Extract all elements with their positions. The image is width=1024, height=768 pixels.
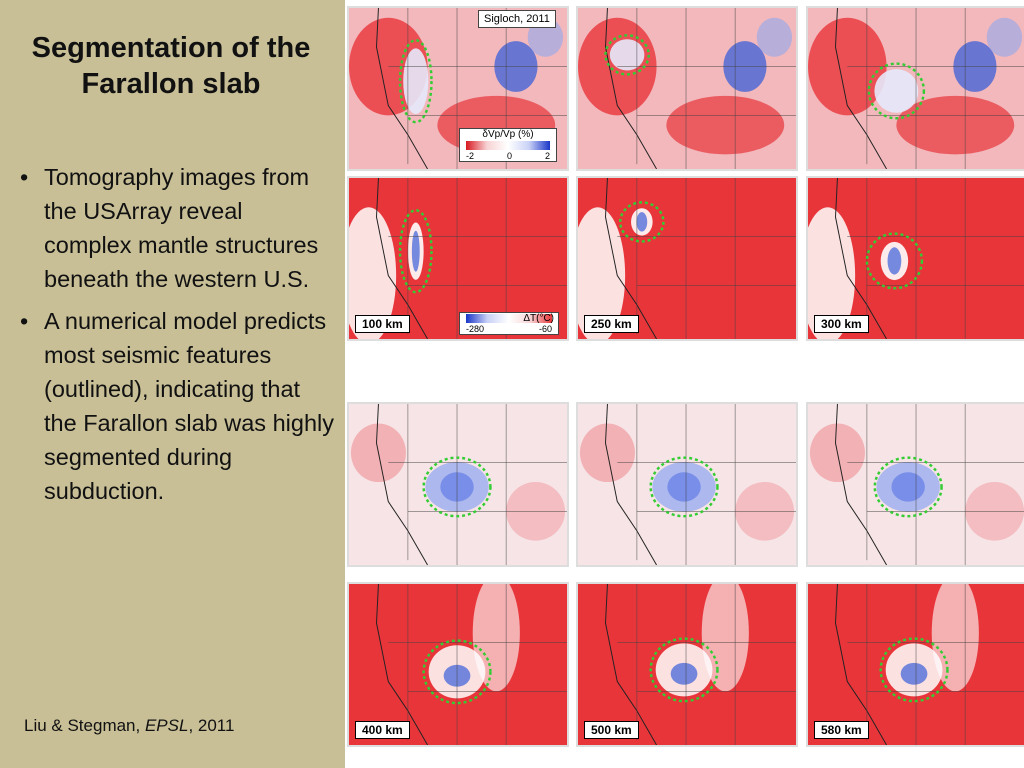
- coastline: [605, 584, 657, 745]
- bullet-list: • Tomography images from the USArray reve…: [14, 160, 334, 516]
- anomaly-blob: [403, 48, 429, 114]
- bullet-item: • A numerical model predicts most seismic…: [14, 304, 334, 508]
- credit-label: Sigloch, 2011: [478, 10, 556, 28]
- anomaly-blob: [808, 207, 856, 339]
- anomaly-blob: [931, 584, 979, 692]
- bullet-text: Tomography images from the USArray revea…: [44, 164, 319, 292]
- slab-outline: [422, 456, 492, 518]
- depth-label: 250 km: [584, 315, 639, 333]
- map-panel: [806, 402, 1024, 567]
- slab-outline: [865, 232, 924, 290]
- coastline: [376, 178, 428, 339]
- coastline: [605, 178, 657, 339]
- citation: Liu & Stegman, EPSL, 2011: [24, 716, 234, 736]
- coastline: [605, 404, 657, 565]
- map-panel: 400 km: [347, 582, 569, 747]
- colorbar-tick: 2: [544, 151, 550, 161]
- colorbar-title: δVp/Vp (%): [482, 129, 534, 140]
- map-panel: 250 km: [576, 176, 798, 341]
- coastline: [835, 404, 887, 565]
- bullet-text: A numerical model predicts most seismic …: [44, 308, 334, 504]
- slide-title: Segmentation of the Farallon slab: [31, 32, 311, 100]
- anomaly-blob: [666, 95, 785, 155]
- coastline: [835, 8, 887, 169]
- anomaly-blob: [986, 17, 1023, 57]
- colorbar-tick: -2: [466, 151, 475, 161]
- depth-label: 400 km: [355, 721, 410, 739]
- anomaly-blob: [896, 95, 1015, 155]
- citation-authors: Liu & Stegman,: [24, 716, 145, 735]
- anomaly-blob: [349, 207, 397, 339]
- colorbar-gradient: [466, 314, 552, 323]
- coastline: [605, 8, 657, 169]
- map-image: [578, 178, 796, 339]
- coastline: [376, 8, 428, 169]
- coastline: [376, 584, 428, 745]
- map-image: [578, 404, 796, 565]
- slab-outline: [649, 456, 719, 518]
- map-image: [349, 404, 567, 565]
- anomaly-blob: [667, 472, 701, 502]
- colorbar-tick: -60: [538, 324, 552, 334]
- colorbar-ticks: -2 0 2: [460, 151, 556, 161]
- figure-gap: [345, 352, 1024, 397]
- slab-outline: [867, 62, 926, 120]
- anomaly-blob: [701, 584, 749, 692]
- map-image: [808, 8, 1024, 169]
- map-panel: [806, 6, 1024, 171]
- bullet-dot-icon: •: [20, 164, 29, 190]
- depth-label: 300 km: [814, 315, 869, 333]
- depth-label: 580 km: [814, 721, 869, 739]
- anomaly-blob: [411, 230, 420, 272]
- map-panel: 500 km: [576, 582, 798, 747]
- anomaly-blob: [472, 584, 520, 692]
- colorbar-title: ΔT(°C): [523, 313, 554, 324]
- tomo-colorbar: δVp/Vp (%) -2 0 2: [459, 128, 557, 162]
- map-image: [808, 584, 1024, 745]
- anomaly-blob: [891, 472, 925, 502]
- bullet-item: • Tomography images from the USArray reve…: [14, 160, 334, 296]
- map-image: [808, 178, 1024, 339]
- map-panel: [347, 402, 569, 567]
- slab-outline: [398, 208, 433, 294]
- anomaly-blob: [900, 662, 928, 685]
- slab-outline: [873, 456, 943, 518]
- anomaly-blob: [874, 69, 919, 113]
- map-image: [578, 584, 796, 745]
- model-colorbar: -280 -60 ΔT(°C): [459, 312, 559, 335]
- anomaly-blob: [756, 17, 793, 57]
- anomaly-blob: [670, 662, 698, 685]
- map-panel: [576, 6, 798, 171]
- depth-label: 500 km: [584, 721, 639, 739]
- citation-journal: EPSL: [144, 716, 189, 735]
- colorbar-ticks: -280 -60: [460, 324, 558, 334]
- anomaly-blob: [609, 39, 645, 71]
- anomaly-blob: [887, 247, 902, 275]
- slab-outline: [604, 34, 650, 76]
- map-panel: 300 km: [806, 176, 1024, 341]
- coastline: [835, 178, 887, 339]
- map-image: [349, 584, 567, 745]
- text-panel: Segmentation of the Farallon slab • Tomog…: [0, 0, 345, 768]
- citation-year: , 2011: [188, 716, 235, 735]
- depth-label: 100 km: [355, 315, 410, 333]
- map-panel: [576, 402, 798, 567]
- anomaly-blob: [578, 207, 626, 339]
- map-image: [578, 8, 796, 169]
- map-panel: 580 km: [806, 582, 1024, 747]
- slab-outline: [398, 38, 433, 124]
- coastline: [835, 584, 887, 745]
- coastline: [376, 404, 428, 565]
- colorbar-tick: 0: [506, 151, 512, 161]
- colorbar-tick: -280: [466, 324, 485, 334]
- colorbar-gradient: [466, 141, 550, 150]
- map-image: [808, 404, 1024, 565]
- figure: 100 km 250 km 300 km 400 km 500 km 580 km Sigl…: [345, 0, 1024, 768]
- anomaly-blob: [636, 212, 648, 232]
- bullet-dot-icon: •: [20, 308, 29, 334]
